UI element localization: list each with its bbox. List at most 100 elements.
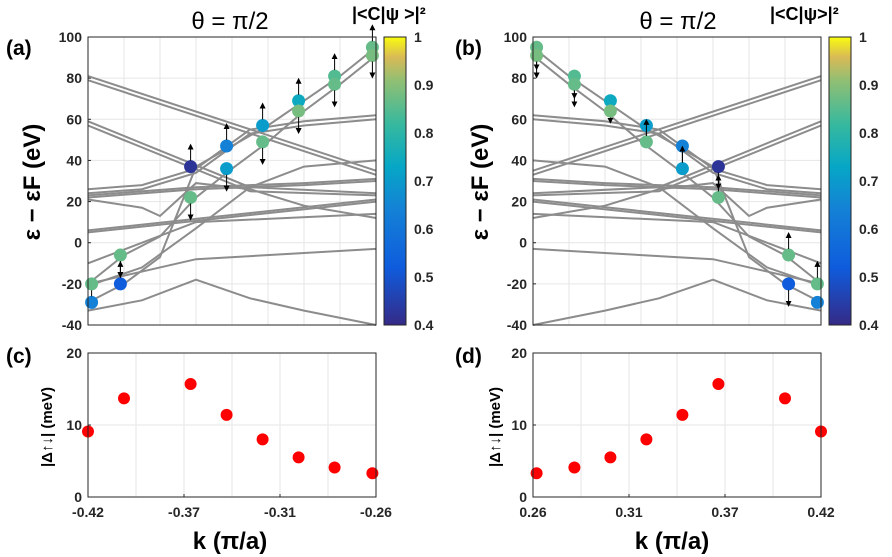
y-tick-label: -40	[62, 317, 82, 333]
y-tick-label: 40	[66, 152, 82, 168]
band-line	[532, 159, 822, 287]
gap-point	[568, 461, 581, 474]
band-line	[87, 118, 377, 195]
state-marker	[675, 162, 689, 176]
panel-a-axes: 100 80 60 40 20 0 -20 -40	[59, 24, 379, 333]
state-marker	[810, 277, 824, 291]
plot-border	[87, 36, 377, 326]
panel-c-xlabel: k (π/a)	[193, 528, 267, 555]
state-marker	[328, 77, 342, 91]
y-tick-label: -20	[507, 276, 527, 292]
state-marker	[113, 248, 127, 262]
band-line	[87, 124, 377, 197]
panel-b-ylabel: ε − εF (eV)	[467, 124, 494, 241]
band-line	[532, 212, 822, 265]
y-tick-label: 20	[511, 345, 527, 361]
panel-b-colorbar-label: |<C|ψ>|²	[770, 4, 839, 24]
state-marker	[220, 162, 234, 176]
band-line	[87, 79, 377, 176]
x-tick-label: 0.37	[711, 504, 738, 520]
state-marker	[85, 295, 99, 309]
colorbar-tick-label: 0.7	[859, 173, 879, 189]
y-tick-label: 0	[74, 489, 82, 505]
x-tick-label: -0.42	[72, 504, 104, 520]
colorbar-tick-label: 0.4	[414, 317, 434, 333]
gap-point	[118, 392, 130, 405]
colorbar-tick-label: 1	[414, 29, 422, 45]
y-tick-label: 20	[66, 194, 82, 210]
state-marker	[530, 49, 544, 63]
panel-b-colorbar: 1 0.9 0.8 0.7 0.6 0.5 0.4	[828, 29, 879, 333]
state-marker	[256, 135, 270, 149]
state-marker	[256, 118, 270, 132]
panel-c-ylabel: |Δ↑↓| (meV)	[39, 387, 56, 467]
colorbar-tick-label: 0.9	[859, 77, 879, 93]
state-marker	[782, 248, 796, 262]
gap-point	[366, 467, 379, 480]
state-marker	[292, 104, 306, 118]
state-marker	[184, 160, 198, 174]
colorbar-tick-label: 0.5	[414, 269, 434, 285]
panel-b-title: θ = π/2	[639, 8, 716, 35]
y-tick-label: -40	[507, 317, 527, 333]
band-line	[87, 75, 377, 172]
panel-a-colorbar: 1 0.9 0.8 0.7 0.6 0.5 0.4	[383, 29, 434, 333]
y-tick-label: 100	[59, 29, 83, 45]
y-tick-label: 0	[519, 489, 527, 505]
plot-border	[532, 352, 822, 498]
panel-a-label: (a)	[6, 37, 32, 60]
y-tick-label: 10	[511, 417, 527, 433]
y-tick-label: 80	[66, 70, 82, 86]
gap-point	[292, 451, 305, 464]
panel-b-axes: 100 80 60 40 20 0 -20 -40	[504, 29, 824, 333]
band-line	[532, 278, 822, 326]
panel-c-label: (c)	[6, 345, 32, 368]
plot-border	[532, 36, 822, 326]
x-tick-label: 0.42	[807, 504, 834, 520]
band-line	[87, 200, 377, 234]
gap-point	[328, 461, 341, 474]
plot-border	[87, 352, 377, 498]
state-marker	[639, 135, 653, 149]
colorbar-tick-label: 0.6	[414, 221, 434, 237]
band-line	[87, 177, 377, 197]
panel-d-ylabel: |Δ↑↓| (meV)	[487, 387, 504, 467]
band-line	[532, 177, 822, 197]
panel-c-axes: 20 10 0-0.42 -0.37 -0.31 -0.26	[66, 345, 392, 520]
y-tick-label: 0	[519, 235, 527, 251]
gap-point	[712, 377, 725, 390]
panel-a-ylabel: ε − εF (eV)	[19, 124, 46, 241]
colorbar-tick-label: 0.8	[414, 125, 434, 141]
state-marker	[292, 94, 306, 108]
gap-point	[676, 408, 689, 421]
y-tick-label: 60	[511, 111, 527, 127]
state-marker	[220, 139, 234, 153]
x-tick-label: 0.31	[615, 504, 642, 520]
band-line	[532, 247, 822, 285]
state-marker	[365, 49, 379, 63]
y-tick-label: 20	[511, 194, 527, 210]
colorbar-tick-label: 0.9	[414, 77, 434, 93]
y-tick-label: 0	[74, 235, 82, 251]
panel-d-axes: 20 10 00.26 0.31 0.37 0.42	[511, 345, 834, 520]
band-line	[532, 124, 822, 197]
band-line	[532, 79, 822, 176]
band-line	[87, 212, 377, 265]
band-line	[532, 118, 822, 195]
colorbar-tick-label: 0.7	[414, 173, 434, 189]
colorbar-tick-label: 0.6	[859, 221, 879, 237]
colorbar-tick-label: 0.5	[859, 269, 879, 285]
y-tick-label: 20	[66, 345, 82, 361]
x-tick-label: -0.37	[168, 504, 200, 520]
panel-a-title: θ = π/2	[191, 8, 268, 35]
band-line	[532, 198, 822, 232]
state-marker	[711, 160, 725, 174]
colorbar-tick-label: 0.4	[859, 317, 879, 333]
gap-point	[779, 392, 791, 405]
state-marker	[711, 190, 725, 204]
state-marker	[603, 104, 617, 118]
y-tick-label: 100	[504, 29, 528, 45]
panel-d-xlabel: k (π/a)	[635, 528, 709, 555]
y-tick-label: 10	[66, 417, 82, 433]
state-marker	[782, 277, 796, 291]
